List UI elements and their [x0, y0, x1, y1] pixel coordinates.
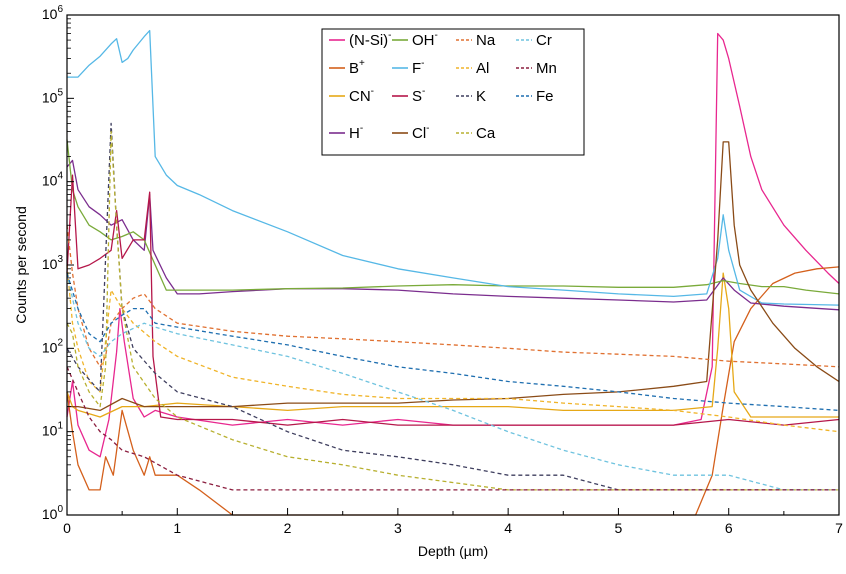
- y-tick-label: 102: [42, 337, 64, 355]
- x-tick-label: 3: [394, 520, 402, 536]
- series-line-f: [67, 29, 840, 306]
- series-line-k: [66, 122, 839, 491]
- legend-label-b: B+: [349, 58, 365, 77]
- legend-label-n-si: (N-Si)-: [349, 30, 392, 49]
- legend-label-s: S-: [412, 86, 425, 105]
- legend-label-cn: CN-: [349, 86, 374, 105]
- y-tick-label: 104: [42, 171, 64, 189]
- legend-label-fe: Fe: [536, 88, 554, 105]
- legend-box: [321, 28, 585, 156]
- legend-label-ca: Ca: [476, 125, 496, 142]
- y-tick-label: 101: [42, 421, 64, 439]
- x-tick-label: 1: [173, 520, 181, 536]
- series-line-cl: [67, 141, 840, 412]
- series-line-na: [66, 225, 840, 368]
- series-line-h: [66, 159, 840, 311]
- x-tick-label: 7: [835, 520, 843, 536]
- legend-label-f: F-: [412, 58, 425, 77]
- legend-label-al: Al: [476, 60, 489, 77]
- legend-label-mn: Mn: [536, 60, 557, 77]
- y-tick-label: 105: [42, 87, 64, 105]
- legend-label-k: K: [476, 88, 486, 105]
- series-layer: [66, 29, 840, 516]
- series-line-n-si: [66, 32, 840, 458]
- series-line-b: [66, 266, 840, 516]
- legend-label-h: H-: [349, 123, 363, 142]
- series-line-oh: [66, 139, 840, 295]
- series-line-ca: [66, 130, 839, 491]
- legend-label-cr: Cr: [536, 32, 552, 49]
- y-axis-title: Counts per second: [13, 206, 29, 324]
- legend-label-na: Na: [476, 32, 496, 49]
- y-tick-label: 100: [42, 504, 64, 522]
- series-line-mn: [66, 366, 839, 491]
- axes-layer: 0 1 2 3 4 5 6 7 100 101 102 103 104 105 106: [42, 4, 843, 536]
- y-tick-label: 106: [42, 4, 64, 22]
- series-line-cr: [66, 272, 839, 491]
- series-line-al: [66, 264, 840, 433]
- legend-label-cl: Cl-: [412, 123, 430, 142]
- y-tick-label: 103: [42, 254, 64, 272]
- series-line-fe: [66, 272, 840, 412]
- x-tick-label: 5: [615, 520, 623, 536]
- x-tick-label: 4: [504, 520, 512, 536]
- x-axis-title: Depth (µm): [418, 543, 488, 559]
- legend-label-oh: OH-: [412, 30, 438, 49]
- x-tick-label: 2: [284, 520, 292, 536]
- x-tick-label: 6: [725, 520, 733, 536]
- legend: (N-Si)- B+ CN- H- OH- F- S- Cl- Na Al K Ca Cr Mn Fe: [321, 28, 585, 156]
- series-line-s: [66, 174, 840, 426]
- series-line-cn: [66, 272, 839, 418]
- x-tick-label: 0: [63, 520, 71, 536]
